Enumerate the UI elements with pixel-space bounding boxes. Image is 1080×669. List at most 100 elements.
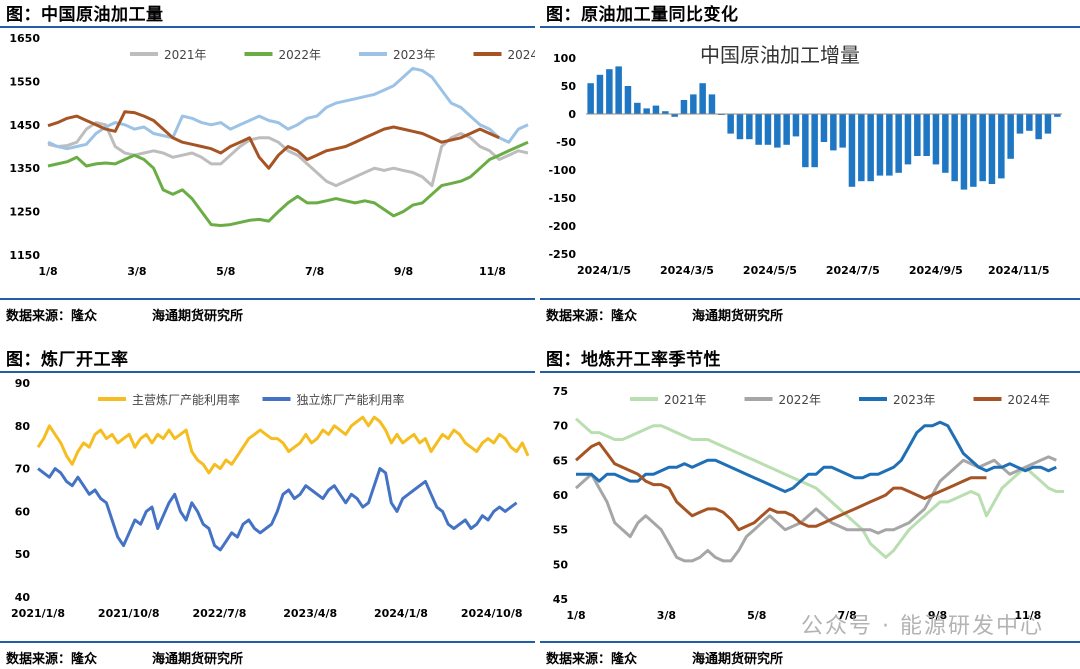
x-tick-label: 7/8 [305, 265, 324, 278]
bar [970, 114, 977, 187]
x-tick-label: 2024/1/8 [374, 607, 428, 620]
source-label: 数据来源：隆众 [6, 652, 98, 667]
y-tick-label: 70 [553, 420, 569, 433]
bar [615, 66, 622, 114]
panel-title: 图：炼厂开工率 [6, 350, 129, 370]
bar [587, 83, 594, 114]
y-tick-label: 40 [15, 591, 31, 604]
y-tick-label: 70 [15, 463, 31, 476]
source-divider [0, 641, 535, 643]
y-tick-label: 1450 [9, 119, 40, 132]
bar [690, 94, 697, 114]
y-tick-label: -50 [556, 136, 576, 149]
bar [867, 114, 874, 182]
bar [783, 114, 790, 145]
bar [1026, 114, 1033, 131]
x-tick-label: 7/8 [837, 609, 856, 622]
bar [1016, 114, 1024, 134]
org-label: 海通期货研究所 [692, 309, 784, 324]
bar [895, 114, 902, 173]
source-divider [540, 641, 1080, 643]
x-tick-label: 5/8 [216, 265, 235, 278]
bar [727, 114, 734, 134]
title-divider [0, 26, 535, 28]
x-tick-label: 3/8 [657, 609, 676, 622]
series-line [47, 66, 529, 151]
x-tick-label: 2023/4/8 [283, 607, 337, 620]
legend-label: 2021年 [664, 393, 707, 407]
y-tick-label: 1350 [9, 162, 40, 175]
bar [886, 114, 893, 176]
y-tick-label: 75 [553, 385, 568, 398]
y-tick-label: 1150 [9, 249, 40, 262]
x-tick-label: 1/8 [566, 609, 585, 622]
title-divider [540, 26, 1080, 28]
bar [932, 114, 940, 165]
legend-label: 独立炼厂产能利用率 [297, 392, 405, 407]
x-tick-label: 5/8 [747, 609, 766, 622]
x-tick-label: 11/8 [479, 265, 506, 278]
bar [951, 114, 958, 182]
source-label: 数据来源：隆众 [546, 652, 638, 667]
bar [858, 114, 865, 182]
legend-label: 2024 [508, 48, 536, 62]
series-line [36, 415, 530, 475]
bar [1044, 114, 1052, 134]
panel-crude-throughput: 图：中国原油加工量 1150 1250 1350 1450 1550 1650 1/8 3/8… [0, 0, 535, 330]
chart-teapot-seasonality: 45 50 55 60 65 70 75 1/8 3/8 5/8 7/8 9/8 11/8 2021年 20… [553, 385, 1064, 622]
y-tick-label: 1650 [9, 32, 40, 45]
y-tick-label: 1550 [9, 75, 40, 88]
series-line [576, 420, 1057, 493]
bar [914, 114, 921, 156]
bar [764, 114, 772, 145]
title-divider [0, 371, 535, 373]
panel-teapot-seasonality: 图：地炼开工率季节性 45 50 55 60 65 70 75 1/8 3/8 5/8 7/8 9/8… [540, 345, 1080, 669]
org-label: 海通期货研究所 [152, 309, 244, 324]
watermark: 公众号 · 能源研发中心 [801, 614, 1044, 639]
y-tick-label: -150 [548, 192, 576, 205]
legend-label: 2023年 [893, 393, 936, 407]
x-tick-label: 2024/11/5 [988, 264, 1050, 277]
panel-title: 图：中国原油加工量 [6, 5, 164, 25]
x-tick-label: 2024/1/5 [577, 264, 631, 277]
legend-label: 2021年 [164, 48, 207, 62]
y-tick-label: 100 [553, 52, 576, 65]
bar [774, 114, 781, 148]
series-line [47, 140, 529, 227]
legend-label: 2024年 [1008, 393, 1051, 407]
legend-label: 2022年 [779, 393, 822, 407]
org-label: 海通期货研究所 [152, 652, 244, 667]
y-tick-label: -250 [548, 248, 576, 261]
bar [988, 114, 996, 184]
bar [960, 114, 968, 190]
panel-title: 图：原油加工量同比变化 [546, 5, 739, 25]
bar [736, 114, 744, 140]
x-tick-label: 1/8 [38, 265, 57, 278]
bar [811, 114, 818, 168]
org-label: 海通期货研究所 [692, 652, 784, 667]
bar [662, 111, 669, 114]
panel-refinery-utilization: 图：炼厂开工率 40 50 60 70 80 90 2021/1/8 2021/10/8 202… [0, 345, 535, 669]
legend-label: 2023年 [393, 48, 436, 62]
y-tick-label: 60 [553, 489, 569, 502]
x-tick-label: 2024/5/5 [743, 264, 797, 277]
bar [606, 69, 613, 114]
series-line [37, 467, 518, 552]
x-tick-label: 2021/10/8 [98, 607, 160, 620]
y-tick-label: -200 [548, 220, 576, 233]
bar [708, 94, 716, 114]
x-tick-label: 9/8 [928, 609, 947, 622]
x-tick-label: 2024/3/5 [660, 264, 714, 277]
bar [1007, 114, 1014, 159]
x-tick-label: 3/8 [127, 265, 146, 278]
legend-label: 主营炼厂产能利用率 [132, 392, 240, 407]
bar [830, 114, 837, 151]
source-divider [0, 298, 535, 300]
bar [1054, 114, 1061, 117]
series-line [574, 417, 1064, 559]
bar [596, 74, 604, 114]
series-line [574, 441, 987, 532]
bar [848, 114, 856, 187]
y-tick-label: 45 [553, 593, 568, 606]
bar [979, 114, 986, 182]
